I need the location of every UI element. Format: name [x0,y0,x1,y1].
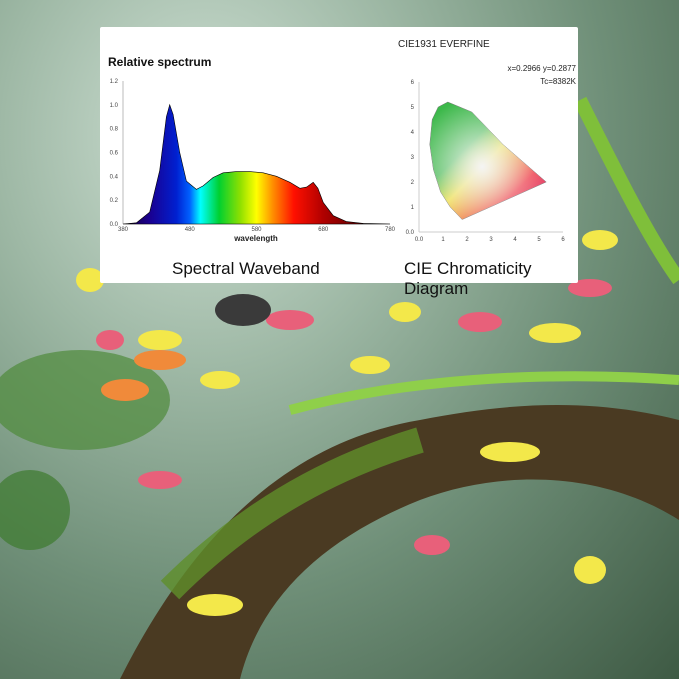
spectrum-area [122,103,391,225]
cie-x-tick-label: 0.0 [415,237,424,243]
y-tick-label: 0.8 [110,127,119,133]
y-tick-label: 1.2 [110,79,119,85]
y-tick-label: 0.0 [110,222,119,228]
x-tick-label: 680 [318,227,329,233]
x-tick-label: 580 [251,227,262,233]
relative-spectrum-chart: Relative spectrum 380 480 580 680 780 0.0 0.2 0… [108,55,396,243]
cie-y-tick-label: 6 [411,80,415,86]
cie-white-point-glow [429,102,547,220]
cie-x-tick-label: 5 [537,237,541,243]
cie-title: CIE1931 EVERFINE [398,39,490,50]
x-tick-label: 780 [385,227,396,233]
cie-y-tick-label: 2 [411,180,415,186]
x-axis-label: wavelength [233,234,278,243]
cie-tc-readout: Tc=8382K [540,77,576,86]
y-tick-label: 0.6 [110,151,119,157]
spectrum-title: Relative spectrum [108,55,211,69]
cie-y-tick-label: 3 [411,155,415,161]
cie-x-tick-label: 3 [489,237,493,243]
cie-y-tick-label: 1 [411,205,415,211]
cie-x-tick-label: 1 [441,237,445,243]
y-tick-label: 0.2 [110,198,119,204]
spectral-waveband-caption: Spectral Waveband [172,259,320,278]
spec-panel: Relative spectrum 380 480 580 680 780 0.0 0.2 0… [100,27,578,298]
cie-caption: CIE Chromaticity Diagram [404,259,532,298]
cie-y-tick-label: 4 [411,130,415,136]
cie-y-tick-label: 0.0 [406,230,415,236]
cie-chromaticity-chart: CIE1931 EVERFINE x=0.2966 y=0.2877 Tc=83… [398,39,577,243]
cie-x-tick-label: 4 [513,237,517,243]
y-tick-label: 1.0 [110,103,119,109]
cie-y-tick-label: 5 [411,105,415,111]
y-tick-label: 0.4 [110,174,119,180]
cie-x-tick-label: 2 [465,237,469,243]
cie-x-tick-label: 6 [561,237,565,243]
cie-xy-readout: x=0.2966 y=0.2877 [507,64,576,73]
x-tick-label: 380 [118,227,129,233]
x-tick-label: 480 [185,227,196,233]
